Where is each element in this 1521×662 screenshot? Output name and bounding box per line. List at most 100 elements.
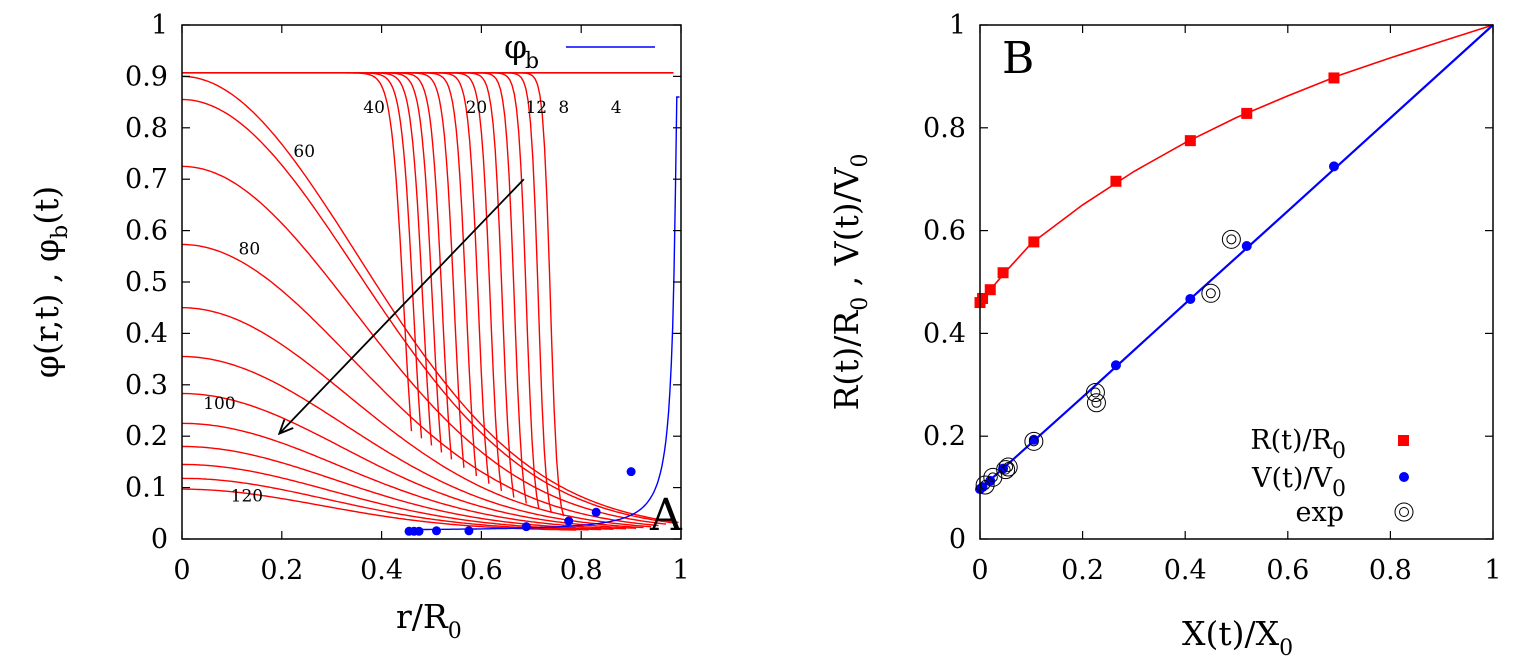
profile-curve-24 <box>182 72 423 439</box>
y-axis-label-a-part1: φ(r,t) , φ <box>27 239 66 378</box>
x-axis-label-b-main: X(t)/X <box>1182 614 1280 653</box>
a-xtick-label-4: 0.8 <box>560 555 603 586</box>
legend-a: φ b <box>504 27 655 74</box>
curve-label-7: 100 <box>203 394 235 414</box>
series-group-b <box>974 24 1494 495</box>
profile-curve-23 <box>182 72 433 446</box>
a-xtick-label-3: 0.6 <box>460 555 503 586</box>
legend-r-sub: 0 <box>1332 439 1346 464</box>
y-axis-label-b-sub1: 0 <box>848 297 873 311</box>
curve-label-5: 60 <box>293 142 315 162</box>
curve-label-8: 120 <box>231 486 263 506</box>
legend-r-marker <box>1398 435 1409 446</box>
a-ytick-label-8: 0.8 <box>125 113 168 144</box>
profile-curve-18 <box>182 72 490 484</box>
y-axis-label-b-part3: , V(t)/V <box>827 166 866 296</box>
r-marker-5 <box>1110 175 1122 187</box>
profile-curve-1 <box>181 98 674 524</box>
y-axis-label-a: φ(r,t) , φb(t) <box>27 186 73 378</box>
r-marker-2 <box>984 284 996 296</box>
phi-b-curve <box>406 96 680 531</box>
x-axis-label-b-sub: 0 <box>1279 636 1293 661</box>
legend-v-label: V(t)/V0 <box>1251 463 1346 502</box>
profile-curve-0 <box>181 75 679 524</box>
legend-v-marker <box>1399 472 1409 482</box>
curve-label-1: 8 <box>558 98 569 118</box>
exp-marker-8 <box>1221 229 1241 249</box>
panel-label-b: B <box>1002 33 1034 84</box>
x-axis-label-b: X(t)/X0 <box>1182 614 1293 661</box>
phi-b-point-6 <box>564 516 574 526</box>
a-ytick-label-4: 0.4 <box>125 318 168 349</box>
profile-curve-2 <box>182 165 667 525</box>
exp-marker-3 <box>998 457 1018 477</box>
a-ytick-label-1: 0.1 <box>125 473 168 504</box>
a-xtick-label-0: 0 <box>173 555 190 586</box>
a-xtick-label-2: 0.4 <box>360 555 403 586</box>
exp-marker-2 <box>996 460 1016 480</box>
phi-b-curve-group <box>404 96 680 536</box>
profile-curve-16 <box>182 72 515 498</box>
panel-label-a: A <box>649 490 683 541</box>
v-marker-7 <box>1241 241 1252 252</box>
a-ytick-label-6: 0.6 <box>125 216 168 247</box>
profile-curves <box>181 72 679 531</box>
b-ytick-label-4: 0.8 <box>923 113 966 144</box>
b-ytick-label-0: 0 <box>949 524 966 555</box>
a-ytick-label-10: 1 <box>151 10 168 41</box>
a-ytick-label-3: 0.3 <box>125 370 168 401</box>
curve-label-4: 40 <box>363 98 385 118</box>
r-marker-8 <box>1328 72 1340 84</box>
plot-frame-b <box>979 24 1494 540</box>
phi-b-point-7 <box>591 507 601 517</box>
phi-b-point-4 <box>464 526 474 536</box>
phi-b-point-3 <box>431 526 441 536</box>
profile-curve-9 <box>182 463 602 531</box>
phi-b-point-2 <box>414 526 424 536</box>
legend-exp-marker <box>1394 502 1414 522</box>
profile-curve-25 <box>182 72 413 432</box>
legend-v-main: V(t)/V <box>1251 463 1333 494</box>
b-ytick-label-5: 1 <box>949 10 966 41</box>
legend-v-sub: 0 <box>1332 477 1346 502</box>
legend-r-label: R(t)/R0 <box>1250 425 1346 464</box>
axis-ticks-b: 0 0.2 0.4 0.6 0.8 1 0 0.2 0.4 0.6 0.8 1 <box>923 10 1502 586</box>
y-axis-label-a-sub: b <box>48 225 73 239</box>
a-ytick-label-2: 0.2 <box>125 421 168 452</box>
a-ytick-label-7: 0.7 <box>125 164 168 195</box>
series-line-1 <box>979 24 1494 490</box>
x-axis-label-a: r/R0 <box>396 597 462 644</box>
b-ytick-label-2: 0.4 <box>923 318 966 349</box>
arrow-head <box>277 419 294 436</box>
y-axis-label-b-sub2: 0 <box>848 153 873 167</box>
b-xtick-label-2: 0.4 <box>1164 555 1207 586</box>
x-axis-label-a-sub: 0 <box>448 619 462 644</box>
phi-b-point-5 <box>521 522 531 532</box>
legend-b: R(t)/R0 V(t)/V0 exp <box>1250 425 1414 528</box>
r-marker-4 <box>1028 236 1040 248</box>
a-ytick-label-9: 0.9 <box>125 61 168 92</box>
b-ytick-label-1: 0.2 <box>923 421 966 452</box>
profile-curve-15 <box>182 72 527 504</box>
r-marker-3 <box>997 267 1009 279</box>
y-axis-label-b-part1: R(t)/R <box>827 310 866 411</box>
axis-ticks-a: 0 0.2 0.4 0.6 0.8 1 0 0.1 0.2 0.3 0.4 0.5 0.6 0.7 0.8 0… <box>125 10 690 586</box>
a-ytick-label-0: 0 <box>151 524 168 555</box>
y-axis-label-a-part3: (t) <box>27 186 66 225</box>
arrow-shaft <box>278 178 525 435</box>
b-ytick-label-3: 0.6 <box>923 216 966 247</box>
panel-a: 4 8 12 20 40 60 80 100 120 0 0.2 0.4 0.6 0.8 1 0 0.1 0.2… <box>27 10 690 644</box>
profile-curve-7 <box>181 422 627 530</box>
panel-b: 0 0.2 0.4 0.6 0.8 100.20.40.60.81 B R(t)/R0 V… <box>827 10 1502 661</box>
b-xtick-label-4: 0.8 <box>1369 555 1412 586</box>
a-ytick-label-5: 0.5 <box>125 267 168 298</box>
legend-phi-sub: b <box>525 49 539 74</box>
curve-label-6: 80 <box>239 240 261 260</box>
exp-marker-7 <box>1201 283 1221 303</box>
r-marker-6 <box>1184 135 1196 147</box>
exp-marker-5 <box>1085 383 1105 403</box>
r-marker-1 <box>977 292 989 304</box>
v-marker-6 <box>1185 293 1196 304</box>
profile-curve-6 <box>181 392 637 529</box>
curve-label-0: 4 <box>611 98 622 118</box>
